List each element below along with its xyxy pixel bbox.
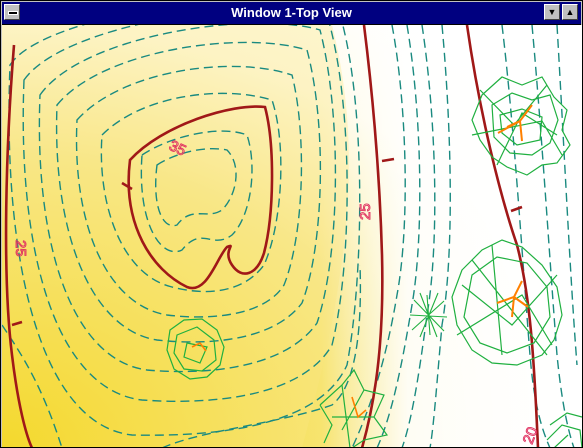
tick-mark <box>11 320 23 327</box>
minor-contour <box>75 65 303 318</box>
minor-contour <box>556 25 578 366</box>
tick-mark <box>381 157 395 163</box>
tick-mark <box>510 205 523 213</box>
branch <box>191 341 207 352</box>
tree-outline <box>319 368 389 447</box>
tree-outline <box>451 239 563 366</box>
tree-canopy <box>166 318 225 380</box>
contour-label-hilltop: 35 <box>166 137 188 159</box>
minor-contour <box>501 25 551 447</box>
contour-label-middle: 25 <box>357 203 374 220</box>
branch <box>496 280 529 318</box>
tree-trunk-branches <box>191 341 207 352</box>
tree-trunk-branches <box>351 396 367 419</box>
top-view-canvas[interactable]: 35 25 25 20 <box>2 25 582 447</box>
minor-contour <box>162 264 362 447</box>
minor-contour <box>55 41 322 343</box>
tree-outline <box>166 318 225 380</box>
tick-mark <box>121 181 133 191</box>
tree-trunk-branches <box>497 104 533 142</box>
tree-canopy <box>451 239 563 366</box>
system-menu-icon <box>8 11 18 15</box>
minimize-button[interactable]: ▼ <box>544 4 560 20</box>
branch <box>497 104 533 142</box>
minor-contour <box>100 92 282 293</box>
tree-outline <box>463 256 551 354</box>
tree-trunk-branches <box>496 280 529 318</box>
minor-contour <box>22 25 348 402</box>
tree-canopy <box>546 412 582 447</box>
slope-shading <box>2 25 349 447</box>
maximize-button[interactable]: ▲ <box>562 4 578 20</box>
contour-label-bottom-right: 20 <box>520 425 542 446</box>
tree-outline <box>471 76 571 176</box>
minor-contour <box>351 25 406 447</box>
title-bar[interactable]: Window 1-Top View ▼ ▲ <box>2 2 581 25</box>
minor-contour <box>155 148 237 227</box>
minor-contour <box>140 130 253 253</box>
branch <box>351 396 367 419</box>
contour-label-left: 25 <box>12 240 29 257</box>
minor-contour <box>376 25 421 447</box>
tree-canopy <box>319 368 389 447</box>
minor-contour <box>429 25 451 447</box>
major-contour-left <box>4 44 33 447</box>
minor-contour <box>8 25 361 436</box>
shrub-star <box>409 292 448 338</box>
tree-outline <box>546 412 582 447</box>
minor-contours <box>2 25 578 447</box>
minor-contour <box>401 25 436 447</box>
minor-contour <box>2 324 63 447</box>
major-contours <box>4 25 540 447</box>
tree-branches <box>456 244 558 356</box>
system-menu-button[interactable] <box>4 4 20 20</box>
major-contour-hilltop <box>127 105 274 290</box>
minor-contour <box>531 25 575 447</box>
tree-outline <box>173 326 217 372</box>
tree-outline <box>491 92 559 156</box>
window-title: Window 1-Top View <box>231 5 352 20</box>
tree-canopy <box>409 292 448 338</box>
terrain-map: 35 25 25 20 <box>2 25 582 447</box>
